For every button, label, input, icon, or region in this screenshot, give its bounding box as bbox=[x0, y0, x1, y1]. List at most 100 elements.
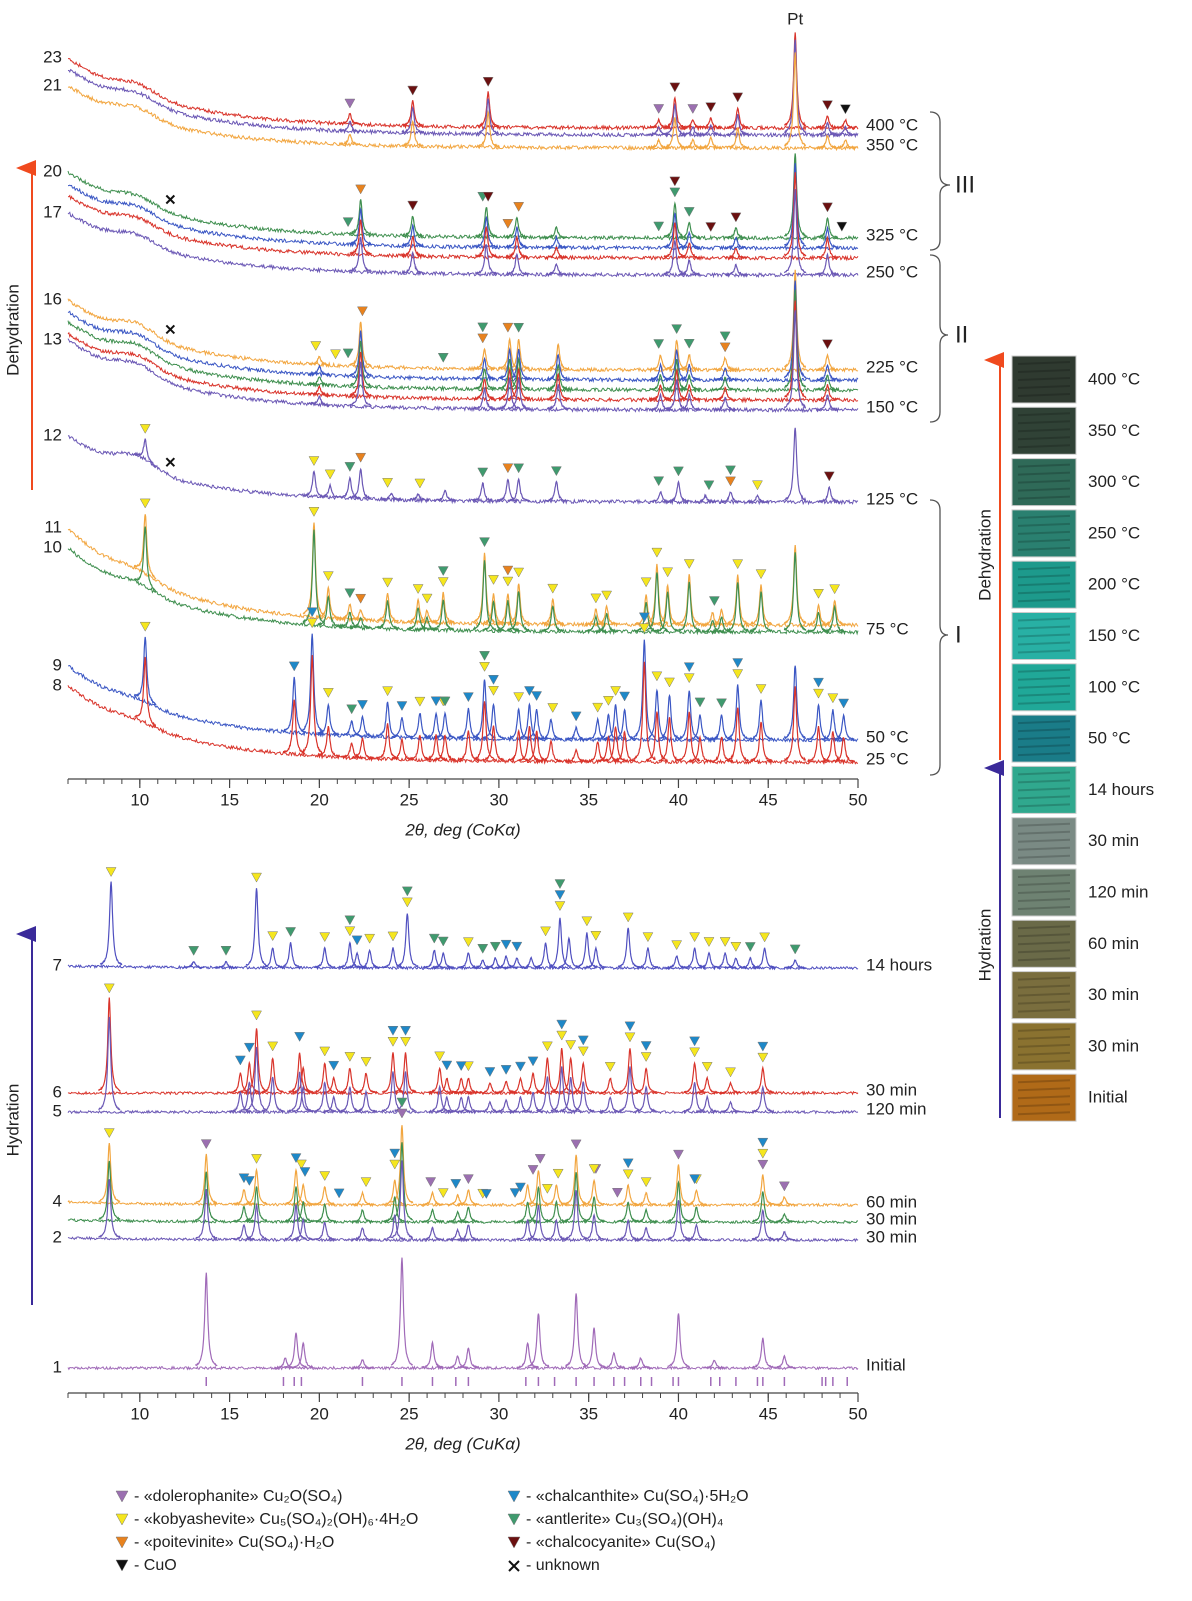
peak bbox=[472, 483, 494, 502]
peak bbox=[100, 882, 122, 965]
photo-label: Initial bbox=[1088, 1088, 1128, 1107]
legend-symbol bbox=[116, 1537, 128, 1548]
phase-marker bbox=[840, 105, 850, 114]
phase-marker bbox=[822, 340, 832, 349]
pattern-label: 250 °C bbox=[866, 262, 918, 281]
peak bbox=[833, 715, 855, 740]
phase-marker bbox=[221, 946, 231, 955]
x-tick-label: 40 bbox=[669, 790, 688, 809]
peak bbox=[99, 998, 121, 1091]
peak bbox=[587, 719, 609, 740]
peak bbox=[309, 356, 331, 365]
peak bbox=[508, 709, 530, 739]
pattern-label: 150 °C bbox=[866, 397, 918, 416]
phase-marker bbox=[311, 341, 321, 350]
phase-marker bbox=[244, 1176, 254, 1185]
pattern-label: 14 hours bbox=[866, 955, 932, 974]
brace bbox=[930, 255, 948, 422]
pattern-label: 75 °C bbox=[866, 619, 909, 638]
photo-label: 120 min bbox=[1088, 882, 1148, 901]
peak bbox=[309, 377, 331, 386]
phase-marker bbox=[720, 937, 730, 946]
peak bbox=[583, 1215, 605, 1239]
peak bbox=[292, 1343, 314, 1368]
peak bbox=[303, 472, 325, 497]
phase-marker bbox=[720, 332, 730, 341]
x-tick-label: 20 bbox=[310, 790, 329, 809]
peak bbox=[472, 960, 494, 968]
legend-symbol bbox=[508, 1491, 520, 1502]
phase-marker bbox=[347, 705, 357, 714]
pattern-label: 120 min bbox=[866, 1099, 926, 1118]
phase-marker bbox=[541, 927, 551, 936]
phase-marker bbox=[489, 575, 499, 584]
phase-marker bbox=[325, 470, 335, 479]
peak bbox=[447, 1212, 469, 1222]
x-tick-label: 10 bbox=[130, 1404, 149, 1423]
peak bbox=[233, 1207, 255, 1222]
phase-marker bbox=[684, 207, 694, 216]
phase-marker bbox=[300, 1167, 310, 1176]
peak bbox=[583, 1197, 605, 1222]
peak bbox=[635, 1193, 657, 1206]
peak bbox=[246, 1047, 267, 1111]
peak bbox=[684, 1082, 706, 1111]
phase-marker bbox=[814, 678, 824, 687]
phase-marker bbox=[268, 932, 278, 941]
phase-marker bbox=[451, 1179, 461, 1188]
phase-marker bbox=[438, 1189, 448, 1198]
phase-marker bbox=[104, 984, 114, 993]
peak bbox=[725, 228, 747, 239]
peak bbox=[134, 514, 156, 579]
peak bbox=[377, 600, 399, 628]
phase-marker bbox=[104, 1129, 114, 1138]
peak bbox=[835, 140, 857, 149]
photo-side-label: Dehydration bbox=[975, 509, 994, 601]
pattern-number: 12 bbox=[43, 425, 62, 444]
phase-marker bbox=[166, 196, 174, 204]
photo-label: 350 °C bbox=[1088, 421, 1140, 440]
phase-marker bbox=[555, 891, 565, 900]
peak bbox=[784, 666, 806, 739]
peak bbox=[817, 375, 839, 390]
photo-label: 30 min bbox=[1088, 1036, 1139, 1055]
peak bbox=[659, 717, 681, 761]
peak bbox=[134, 637, 156, 705]
phase-marker bbox=[756, 570, 766, 579]
peak bbox=[808, 605, 830, 625]
peak bbox=[668, 1314, 690, 1367]
phase-marker bbox=[593, 703, 603, 712]
phase-marker bbox=[611, 686, 621, 695]
peak bbox=[314, 948, 336, 968]
legend-label: - unknown bbox=[526, 1557, 600, 1574]
photo-label: 14 hours bbox=[1088, 780, 1154, 799]
phase-marker bbox=[356, 185, 366, 194]
pattern-background bbox=[68, 196, 858, 260]
peak bbox=[314, 1222, 336, 1239]
peak bbox=[433, 592, 455, 623]
peak bbox=[668, 482, 690, 502]
x-tick-label: 45 bbox=[759, 790, 778, 809]
peak bbox=[686, 1207, 708, 1222]
phase-marker bbox=[643, 933, 653, 942]
phase-marker bbox=[390, 1160, 400, 1169]
phase-marker bbox=[478, 468, 488, 477]
x-tick-label: 40 bbox=[669, 1404, 688, 1423]
pattern-number: 16 bbox=[43, 289, 62, 308]
peak bbox=[352, 1360, 374, 1368]
peak bbox=[407, 608, 429, 629]
peak bbox=[233, 1225, 255, 1240]
phase-marker bbox=[397, 1109, 407, 1118]
peak bbox=[352, 1192, 374, 1205]
peak bbox=[526, 731, 548, 761]
phase-marker bbox=[320, 1047, 330, 1056]
peak bbox=[720, 1102, 742, 1112]
peak bbox=[339, 135, 361, 145]
legend-symbol bbox=[116, 1514, 128, 1525]
phase-marker bbox=[401, 1026, 411, 1035]
peak bbox=[600, 1098, 622, 1113]
pattern-label: 325 °C bbox=[866, 225, 918, 244]
phase-marker bbox=[822, 203, 832, 212]
phase-marker bbox=[555, 880, 565, 889]
phase-marker bbox=[641, 1178, 651, 1187]
